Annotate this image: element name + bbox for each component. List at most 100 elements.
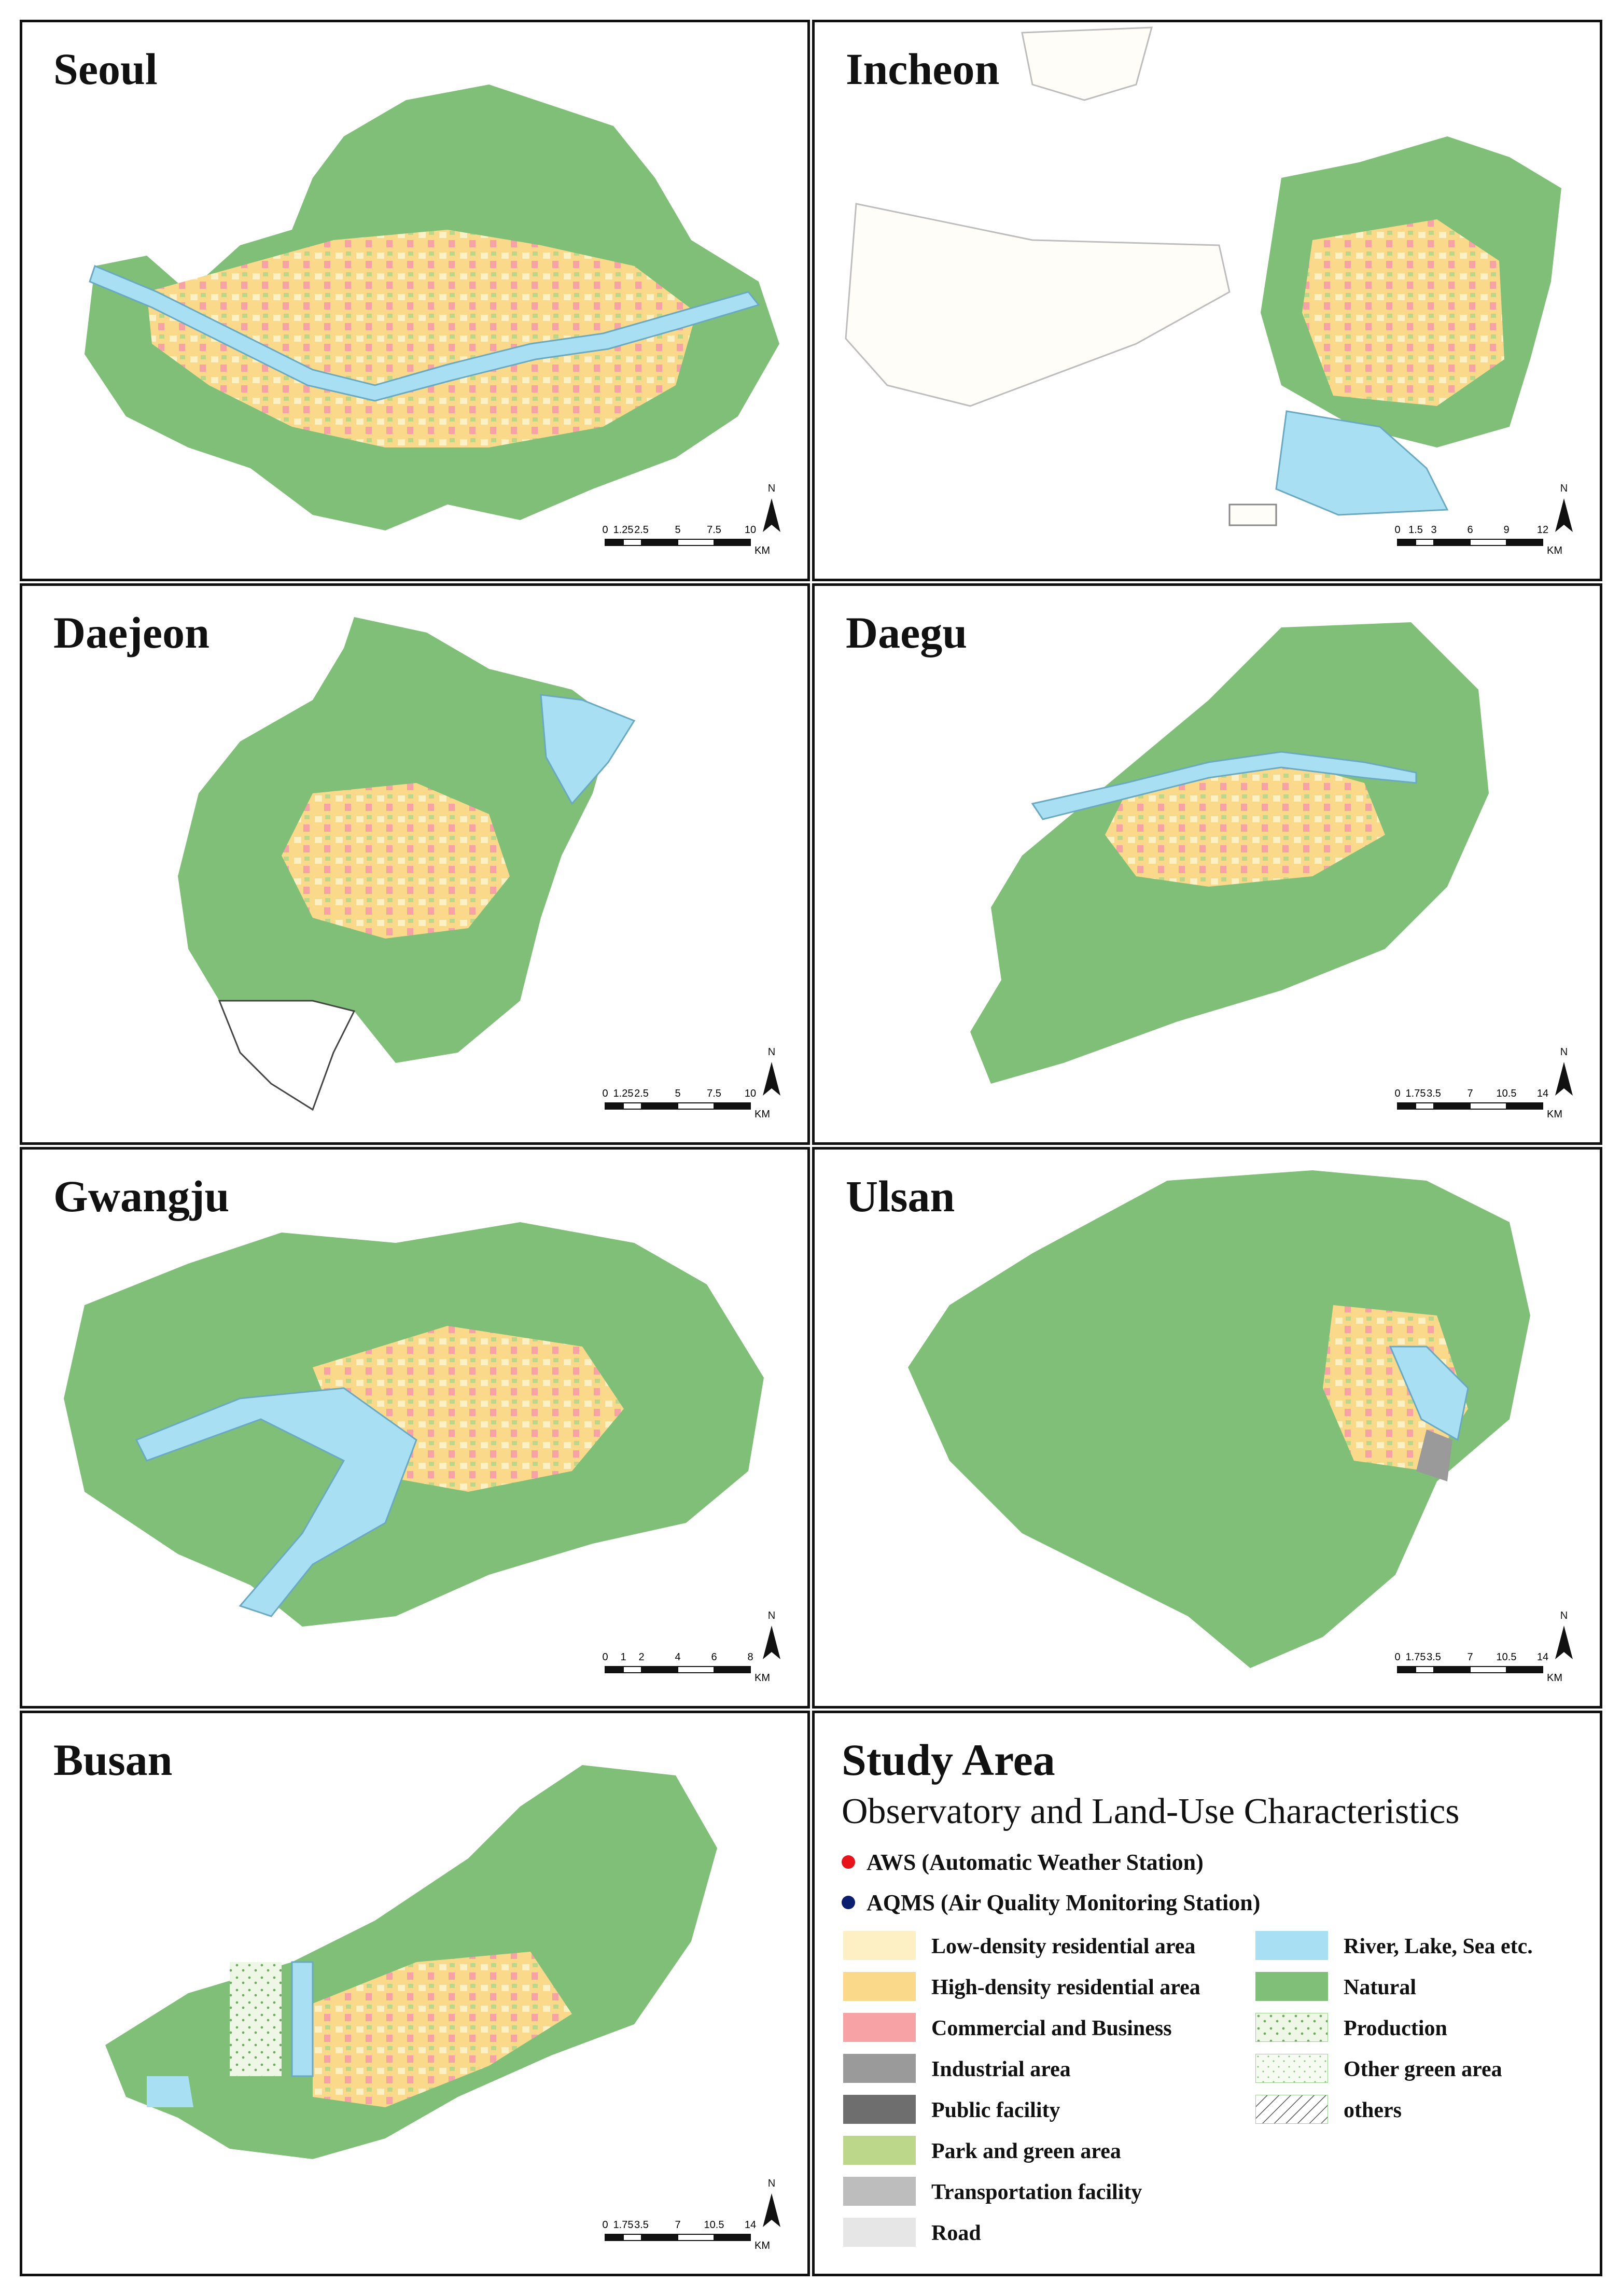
- panel-title: Daejeon: [53, 608, 209, 657]
- scale-tick-label: 6: [1467, 524, 1473, 536]
- map-panel-ulsan: Ulsan N 0 1.75 3.5 7 10.5 14 KM: [812, 1147, 1602, 1709]
- legend-aqms-label: AQMS (Air Quality Monitoring Station): [867, 1890, 1261, 1915]
- scale-unit-label: KM: [754, 545, 770, 556]
- scale-segment: [677, 2234, 715, 2241]
- scale-unit-label: KM: [1547, 1109, 1562, 1120]
- incheon-map: [845, 26, 1561, 526]
- busan-map: [105, 1765, 717, 2159]
- land-use-label: Park and green area: [931, 2139, 1121, 2163]
- map-panel-daegu: Daegu N 0 1.75 3.5 7 10.5 14 KM: [812, 583, 1602, 1145]
- land-use-label: Transportation facility: [931, 2180, 1142, 2204]
- legend-title: Study Area: [842, 1735, 1055, 1785]
- scale-segment: [1397, 1666, 1416, 1673]
- aws-marker-icon: [842, 1855, 855, 1869]
- scale-bar: 0 1.5 3 6 9 12 KM: [1394, 524, 1562, 556]
- north-arrow-icon: N: [1555, 483, 1573, 532]
- scale-tick-label: 0: [602, 2219, 608, 2231]
- scale-tick-label: 14: [745, 2219, 756, 2231]
- scale-segment: [677, 1666, 715, 1673]
- scale-unit-label: KM: [754, 1672, 770, 1684]
- scale-tick-label: 0: [602, 524, 608, 536]
- scale-tick-label: 8: [747, 1651, 753, 1663]
- land-use-label: Low-density residential area: [931, 1935, 1196, 1958]
- seoul-map: [85, 85, 779, 530]
- scale-tick-label: 10.5: [704, 2219, 724, 2231]
- legend-aws: AWS (Automatic Weather Station): [842, 1849, 1204, 1875]
- scale-segment: [714, 2234, 751, 2241]
- scale-segment: [1415, 1666, 1434, 1673]
- land-use-label: Natural: [1344, 1976, 1416, 1999]
- scale-tick-label: 7: [1467, 1088, 1473, 1099]
- scale-segment: [623, 539, 642, 546]
- scale-tick-label: 3: [1431, 524, 1436, 536]
- scale-tick-label: 10: [745, 524, 756, 536]
- scale-segment: [1506, 1666, 1543, 1673]
- scale-segment: [623, 1102, 642, 1110]
- map-panel-busan: Busan N 0 1.75 3.5 7 10.5 14 KM: [20, 1711, 810, 2276]
- land-use-swatch: [843, 2218, 916, 2247]
- scale-tick-label: 10: [745, 1088, 756, 1099]
- scale-tick-label: 14: [1537, 1088, 1548, 1099]
- scale-segment: [605, 1102, 624, 1110]
- scale-segment: [1470, 1666, 1507, 1673]
- gwangju-map: [64, 1222, 764, 1627]
- scale-tick-label: 1: [620, 1651, 626, 1663]
- scale-segment: [605, 539, 624, 546]
- svg-text:N: N: [768, 1610, 775, 1621]
- scale-segment: [1433, 1666, 1471, 1673]
- map-panel-gwangju: Gwangju N 0 1 2 4 6 8 KM: [20, 1147, 810, 1709]
- scale-tick-label: 7: [675, 2219, 680, 2231]
- land-use-label: others: [1344, 2098, 1402, 2122]
- scale-tick-label: 1.75: [1406, 1651, 1426, 1663]
- scale-bar: 0 1.75 3.5 7 10.5 14 KM: [1394, 1651, 1562, 1684]
- scale-segment: [1506, 1102, 1543, 1110]
- scale-tick-label: 1.5: [1408, 524, 1423, 536]
- scale-tick-label: 10.5: [1497, 1651, 1517, 1663]
- scale-tick-label: 3.5: [1427, 1651, 1441, 1663]
- land-use-swatch: [1255, 1972, 1328, 2001]
- land-use-label: Public facility: [931, 2098, 1060, 2122]
- land-use-swatch: [843, 2013, 916, 2042]
- scale-tick-label: 0: [1394, 524, 1400, 536]
- north-arrow-icon: N: [1555, 1610, 1573, 1659]
- scale-segment: [1415, 539, 1434, 546]
- land-use-swatch: [1255, 2013, 1328, 2042]
- daegu-map: [970, 622, 1489, 1084]
- seoul-urban-area: [147, 230, 696, 447]
- scale-tick-label: 9: [1503, 524, 1509, 536]
- daejeon-map: [178, 617, 636, 1111]
- scale-segment: [641, 2234, 678, 2241]
- scale-tick-label: 2: [638, 1651, 644, 1663]
- land-use-label: Road: [931, 2221, 981, 2245]
- land-use-swatch: [1255, 2095, 1328, 2124]
- land-use-swatch: [843, 2177, 916, 2206]
- land-use-swatch: [843, 2095, 916, 2124]
- land-use-label: Commercial and Business: [931, 2017, 1172, 2040]
- panel-title: Busan: [53, 1735, 173, 1785]
- scale-tick-label: 2.5: [634, 1088, 649, 1099]
- scale-unit-label: KM: [754, 2240, 770, 2251]
- scale-tick-label: 1.75: [613, 2219, 634, 2231]
- scale-tick-label: 0: [1394, 1651, 1400, 1663]
- north-arrow-icon: N: [763, 1610, 780, 1659]
- scale-segment: [1506, 539, 1543, 546]
- map-panel-daejeon: Daejeon N 0 1.25 2.5 5 7.5 10 KM: [20, 583, 810, 1145]
- scale-segment: [605, 2234, 624, 2241]
- panel-title: Incheon: [846, 44, 1000, 94]
- scale-bar: 0 1.75 3.5 7 10.5 14 KM: [602, 2219, 770, 2251]
- scale-tick-label: 0: [1394, 1088, 1400, 1099]
- land-use-swatch: [843, 1972, 916, 2001]
- scale-segment: [641, 539, 678, 546]
- scale-bar: 0 1 2 4 6 8KM: [602, 1651, 770, 1684]
- scale-segment: [1470, 1102, 1507, 1110]
- scale-segment: [623, 1666, 642, 1673]
- map-panel-seoul: Seoul N 0 1.25 2.5 5 7.5 10 KM: [20, 20, 810, 581]
- north-arrow-icon: N: [763, 1046, 780, 1096]
- svg-text:N: N: [1560, 483, 1568, 494]
- legend-panel: Study Area Observatory and Land-Use Char…: [812, 1711, 1602, 2276]
- north-arrow-icon: N: [763, 2178, 780, 2227]
- scale-tick-label: 2.5: [634, 524, 649, 536]
- scale-bar: 0 1.25 2.5 5 7.5 10 KM: [602, 524, 770, 556]
- svg-text:N: N: [768, 2178, 775, 2189]
- legend-aqms: AQMS (Air Quality Monitoring Station): [842, 1889, 1261, 1916]
